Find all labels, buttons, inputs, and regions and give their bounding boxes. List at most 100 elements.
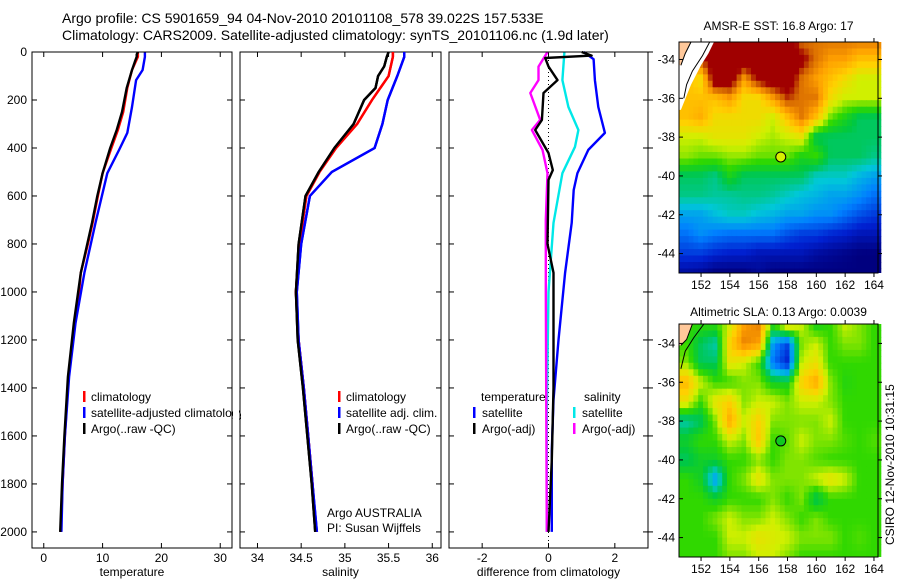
- heatmap-cell: [813, 255, 819, 263]
- heatmap-cell: [799, 524, 805, 532]
- heatmap-cell: [712, 544, 718, 552]
- heatmap-cell: [755, 550, 762, 557]
- heatmap-cell: [717, 524, 723, 532]
- heatmap-cell: [707, 466, 714, 474]
- heatmap-cell: [765, 472, 771, 480]
- heatmap-cell: [736, 369, 742, 377]
- heatmap-cell: [683, 440, 690, 448]
- heatmap-cell: [794, 330, 800, 338]
- heatmap-cell: [803, 544, 810, 552]
- annotation-argo-australia: Argo AUSTRALIA: [327, 506, 422, 520]
- heatmap-cell: [765, 401, 771, 409]
- heatmap-cell: [707, 132, 714, 140]
- heatmap-cell: [784, 164, 791, 172]
- x-tick-label: 156: [749, 278, 769, 292]
- heatmap-cell: [765, 550, 771, 557]
- heatmap-cell: [775, 408, 781, 416]
- heatmap-cell: [842, 229, 848, 237]
- heatmap-cell: [727, 466, 733, 474]
- heatmap-cell: [827, 485, 834, 493]
- heatmap-cell: [736, 126, 742, 134]
- heatmap-cell: [799, 184, 805, 192]
- heatmap-cell: [727, 356, 733, 364]
- heatmap-cell: [813, 369, 819, 377]
- heatmap-cell: [823, 382, 829, 390]
- heatmap-cell: [698, 498, 704, 506]
- heatmap-cell: [679, 216, 685, 224]
- heatmap-cell: [813, 126, 819, 134]
- heatmap-cell: [866, 401, 872, 409]
- heatmap-cell: [736, 87, 742, 95]
- x-tick-label: 164: [864, 278, 884, 292]
- heatmap-cell: [789, 382, 795, 390]
- heatmap-cell: [803, 485, 810, 493]
- heatmap-cell: [875, 550, 882, 557]
- heatmap-cell: [775, 382, 781, 390]
- legend-label: Argo(..raw -QC): [346, 422, 431, 436]
- heatmap-cell: [784, 453, 791, 461]
- heatmap-cell: [717, 382, 723, 390]
- heatmap-cell: [722, 362, 728, 370]
- heatmap-cell: [693, 242, 699, 250]
- heatmap-cell: [703, 324, 709, 332]
- heatmap-cell: [707, 427, 714, 435]
- heatmap-cell: [693, 395, 699, 403]
- heatmap-cell: [823, 236, 829, 244]
- heatmap-cell: [851, 42, 858, 50]
- heatmap-cell: [851, 139, 858, 147]
- heatmap-cell: [842, 216, 848, 224]
- heatmap-cell: [813, 132, 819, 140]
- heatmap-cell: [679, 531, 685, 539]
- heatmap-cell: [770, 61, 776, 69]
- heatmap-cell: [842, 375, 848, 383]
- heatmap-cell: [827, 119, 834, 127]
- heatmap-cell: [683, 414, 690, 422]
- heatmap-cell: [707, 93, 714, 101]
- heatmap-cell: [683, 356, 690, 364]
- heatmap-cell: [698, 203, 704, 211]
- y-tick-label: -42: [658, 208, 676, 222]
- heatmap-cell: [775, 268, 781, 273]
- heatmap-cell: [842, 324, 848, 332]
- heatmap-cell: [736, 249, 742, 257]
- heatmap-cell: [683, 395, 690, 403]
- heatmap-cell: [837, 414, 843, 422]
- heatmap-cell: [707, 401, 714, 409]
- heatmap-cell: [789, 434, 795, 442]
- heatmap-cell: [842, 42, 848, 50]
- heatmap-cell: [847, 511, 853, 519]
- heatmap-cell: [818, 421, 824, 429]
- heatmap-cell: [760, 408, 767, 416]
- heatmap-cell: [765, 158, 771, 166]
- heatmap-cell: [751, 113, 757, 121]
- heatmap-cell: [794, 87, 800, 95]
- heatmap-cell: [712, 524, 718, 532]
- heatmap-cell: [736, 524, 742, 532]
- heatmap-cell: [731, 427, 738, 435]
- heatmap-cell: [837, 336, 843, 344]
- heatmap-cell: [823, 544, 829, 552]
- heatmap-cell: [688, 139, 694, 147]
- heatmap-cell: [712, 249, 718, 257]
- heatmap-cell: [775, 139, 781, 147]
- heatmap-cell: [760, 268, 767, 273]
- heatmap-cell: [827, 492, 834, 500]
- heatmap-cell: [837, 87, 843, 95]
- heatmap-cell: [693, 356, 699, 364]
- heatmap-cell: [717, 145, 723, 153]
- heatmap-cell: [717, 427, 723, 435]
- heatmap-cell: [799, 54, 805, 62]
- heatmap-cell: [707, 171, 714, 179]
- heatmap-cell: [717, 268, 723, 273]
- heatmap-cell: [871, 67, 877, 75]
- heatmap-cell: [736, 362, 742, 370]
- heatmap-cell: [727, 531, 733, 539]
- heatmap-cell: [813, 171, 819, 179]
- heatmap-cell: [703, 440, 709, 448]
- heatmap-cell: [698, 362, 704, 370]
- heatmap-cell: [712, 216, 718, 224]
- heatmap-cell: [755, 453, 762, 461]
- heatmap-cell: [842, 132, 848, 140]
- heatmap-cell: [679, 268, 685, 273]
- heatmap-cell: [698, 229, 704, 237]
